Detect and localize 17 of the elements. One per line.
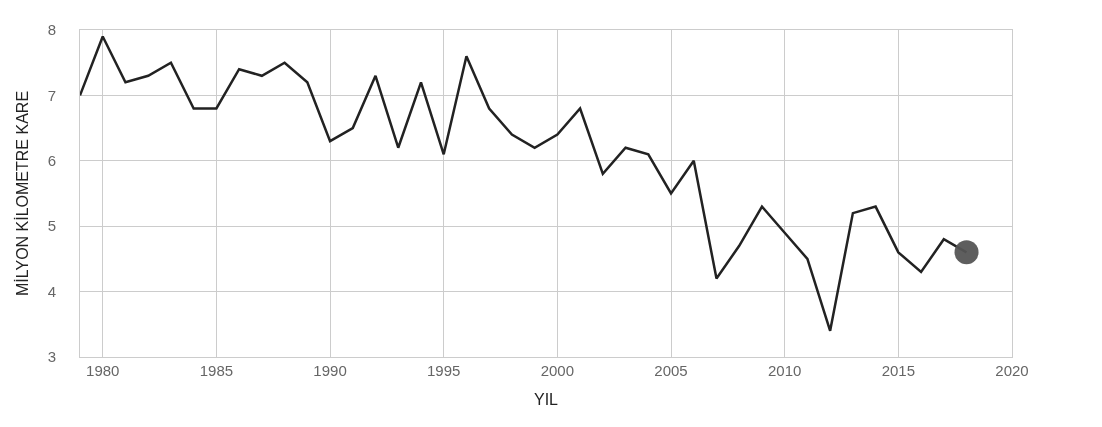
x-tick-label: 2000 (540, 362, 575, 379)
y-tick-label: 8 (47, 21, 56, 39)
y-tick-label: 3 (47, 348, 56, 366)
x-tick-label: 1985 (199, 362, 234, 379)
y-tick-label: 6 (47, 152, 56, 170)
y-axis-title: MİLYON KİLOMETRE KARE (12, 90, 31, 297)
y-tick-label: 7 (47, 86, 56, 104)
x-tick-label: 2015 (881, 362, 916, 379)
x-tick-label: 1980 (86, 362, 120, 379)
y-tick-label: 5 (47, 217, 56, 235)
x-tick-label: 2010 (767, 362, 802, 379)
x-axis-title: YIL (533, 390, 559, 408)
y-tick-label: 4 (47, 282, 56, 300)
x-tick-label: 2020 (995, 362, 1029, 379)
x-tick-label: 1995 (427, 362, 461, 379)
x-tick-label: 2005 (654, 362, 688, 379)
x-tick-label: 1990 (313, 362, 347, 379)
